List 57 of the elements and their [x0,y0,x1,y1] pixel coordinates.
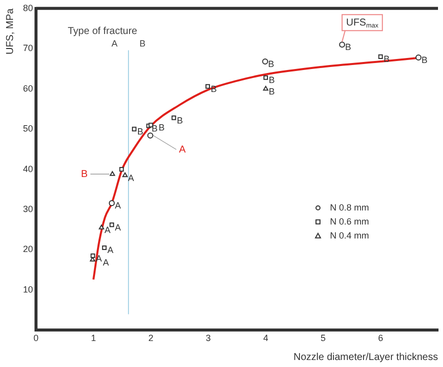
x-tick-label: 6 [378,333,384,344]
x-axis-title: Nozzle diameter/Layer thickness [293,352,438,363]
y-tick-label: 60 [22,83,34,94]
point [110,171,116,176]
x-tick-label: 3 [206,333,211,344]
data-label: A [114,200,121,211]
data-label: A [128,172,134,183]
x-tick-label: 5 [320,333,326,344]
point [415,54,422,60]
y-axis-title: UFS, MPa [4,8,16,55]
legend-label: N 0.6 mm [330,216,370,226]
point [205,84,210,89]
point [339,42,346,48]
data-label: B [268,75,275,86]
x-tick-label: 1 [90,333,96,344]
data-label: A [104,225,110,236]
data-label: B [421,54,428,65]
y-tick-label: 30 [22,204,34,214]
legend-label: N 0.4 mm [330,230,370,240]
point [108,200,115,206]
point [90,254,96,258]
point [110,222,114,228]
data-label: A [114,222,121,232]
point [98,224,104,230]
point [263,86,268,91]
point [262,58,268,64]
point [119,167,124,172]
point [102,245,107,250]
legend-label: N 0.8 mm [330,202,370,212]
point [132,126,136,132]
y-tick-label: 40 [22,164,34,174]
data-label: A [107,245,114,256]
data-label: B [137,126,144,137]
annotation: A [178,144,186,156]
y-tick-label: 10 [22,284,34,294]
data-label: B [268,86,275,96]
data-label: B [158,122,165,133]
y-tick-label: 50 [22,124,34,134]
y-tick-label: 20 [22,244,34,254]
annotation: A [111,38,118,49]
annotation: B [81,168,88,180]
y-tick-label: 70 [22,43,34,54]
data-label: B [268,58,274,69]
x-tick-label: 2 [148,333,154,344]
ref-line-label: Type of fracture [68,26,138,37]
annotation: B [139,38,146,49]
point [122,172,128,178]
y-tick-label: 80 [22,2,34,13]
data-label: B [176,115,183,126]
point [147,132,154,139]
point [172,116,176,120]
data-label: B [345,42,352,52]
point [378,54,383,59]
point [263,75,268,80]
x-tick-label: 4 [263,333,268,344]
x-tick-label: 0 [34,333,39,344]
data-label: A [102,257,109,268]
